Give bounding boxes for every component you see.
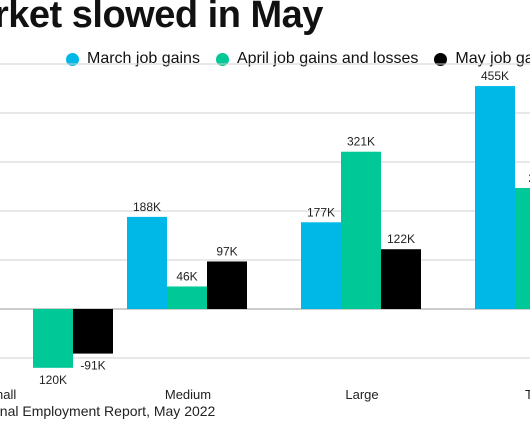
- data-label: 46K: [176, 269, 197, 283]
- category-label-medium: Medium: [165, 387, 211, 402]
- bar-medium-series-0: [127, 216, 167, 309]
- legend-label-march: March job gains: [87, 50, 200, 67]
- bar-medium-series-2: [207, 261, 247, 309]
- data-label: 321K: [347, 135, 375, 149]
- legend-swatch-may: [434, 52, 448, 66]
- legend-item-may: May job gains: [434, 50, 530, 68]
- bar-medium-series-1: [167, 286, 207, 309]
- bar-large-series-0: [301, 222, 341, 309]
- bar-small-series-2: [73, 309, 113, 354]
- data-label: 122K: [387, 232, 415, 246]
- legend-label-april: April job gains and losses: [236, 50, 419, 67]
- bar-t-series-0: [475, 86, 515, 309]
- legend-swatch-march: [66, 52, 79, 66]
- data-label: 177K: [307, 205, 335, 219]
- legend-item-april: April job gains and losses: [215, 50, 419, 68]
- data-label: 24: [528, 171, 530, 185]
- legend-item-march: March job gains: [66, 50, 200, 68]
- source-note: onal Employment Report, May 2022: [0, 403, 216, 419]
- bar-large-series-2: [381, 249, 421, 309]
- legend: March job gains April job gains and loss…: [66, 48, 530, 70]
- category-label-small: Small: [0, 387, 16, 402]
- data-label: -91K: [80, 359, 105, 373]
- bar-large-series-1: [341, 151, 381, 309]
- chart-title: rket slowed in May: [0, 0, 323, 36]
- category-label-t: T: [525, 387, 530, 402]
- data-label: 455K: [481, 69, 509, 83]
- bar-t-series-1: [515, 187, 530, 309]
- category-label-large: Large: [345, 387, 378, 402]
- bar-small-series-1: [33, 309, 73, 368]
- legend-label-may: May job gains: [455, 50, 530, 67]
- data-label: 120K: [39, 373, 67, 387]
- data-label: 188K: [133, 200, 161, 214]
- legend-swatch-april: [215, 52, 229, 66]
- data-label: 97K: [216, 244, 237, 258]
